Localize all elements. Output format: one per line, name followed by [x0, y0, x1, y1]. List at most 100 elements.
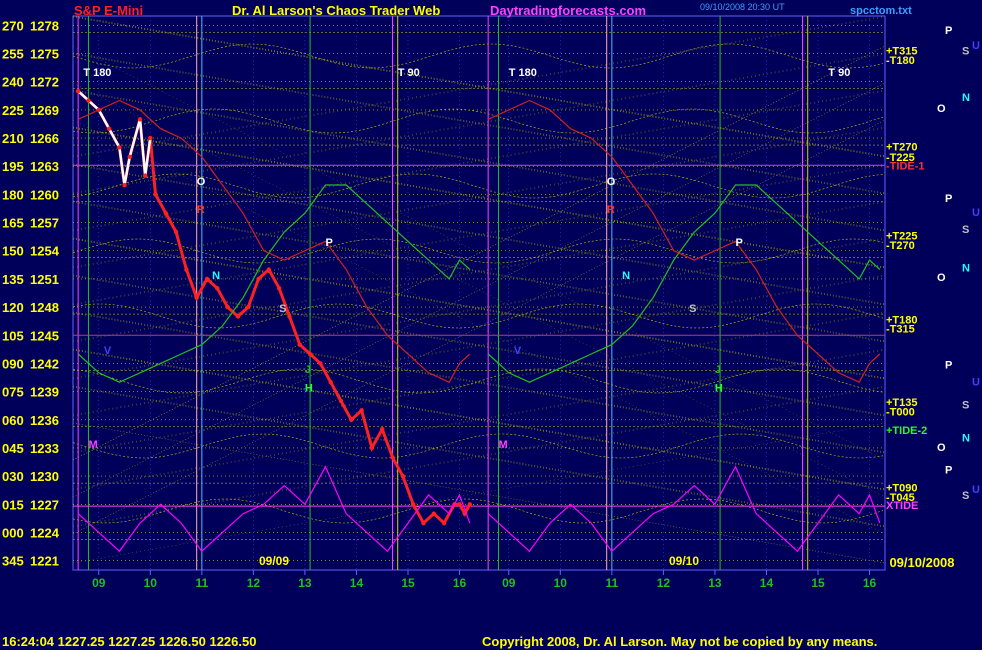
price-point [106, 126, 112, 131]
fan-line [72, 200, 886, 342]
y-tick-price: 1254 [30, 244, 60, 259]
price-point [390, 455, 395, 460]
price-point [194, 295, 199, 300]
date-label: 09/10/2008 [889, 555, 954, 570]
x-tick-label: 14 [760, 576, 774, 590]
price-point [246, 304, 251, 310]
level-label: -T225 [886, 152, 915, 164]
price-point [410, 502, 416, 507]
inline-mark-R: R [607, 204, 615, 216]
y-tick-price: 1275 [30, 47, 59, 62]
fan-line [72, 386, 886, 528]
price-point [235, 314, 241, 319]
planet-glyph-U: U [972, 484, 980, 496]
price-point [184, 267, 189, 272]
x-tick-label: 15 [401, 576, 415, 590]
level-label: -T270 [886, 240, 915, 252]
y-tick-angle: 225 [2, 103, 24, 118]
y-tick-price: 1248 [30, 300, 59, 315]
inline-mark-P: P [736, 237, 743, 249]
price-point [349, 417, 354, 422]
planet-glyph-S: S [962, 400, 969, 412]
fan-line [72, 201, 886, 343]
fan-line [72, 275, 886, 417]
fan-line [72, 349, 886, 491]
y-tick-angle: 195 [2, 159, 24, 174]
y-tick-price: 1233 [30, 441, 59, 456]
fan-line [72, 89, 886, 231]
price-point [127, 154, 132, 160]
time-lines-layer [73, 16, 885, 570]
planet-glyph-P: P [945, 25, 952, 37]
fan-line [72, 119, 886, 535]
price-point [467, 502, 473, 507]
price-point [173, 229, 179, 235]
price-point [225, 304, 230, 310]
level-label: -TIDE-1 [886, 160, 925, 172]
x-tick-label: 16 [453, 576, 467, 590]
level-label: +T180 [886, 314, 918, 326]
y-tick-price: 1239 [30, 385, 59, 400]
x-tick-label: 11 [196, 576, 209, 590]
planet-glyph-N: N [962, 92, 970, 104]
day-label: 09/10 [669, 554, 699, 568]
y-tick-angle: 075 [2, 385, 24, 400]
inline-mark-J: J [715, 364, 721, 376]
y-axis: 270 1278 255 1275 240 1272 225 1269 210 1266 195 12… [2, 18, 60, 568]
top-marker: T 90 [828, 67, 850, 79]
y-tick-price: 1245 [30, 328, 59, 343]
inline-mark-O: O [607, 176, 616, 188]
planet-glyph-P: P [945, 465, 952, 477]
fan-line [72, 348, 886, 490]
planet-glyph-U: U [972, 207, 980, 219]
y-tick-angle: 105 [2, 328, 24, 343]
price-point [359, 408, 364, 413]
inline-mark-O: O [197, 176, 206, 188]
price-point [307, 351, 313, 357]
price-point [148, 135, 153, 141]
x-tick-label: 12 [247, 576, 261, 590]
level-label: -T000 [886, 406, 915, 418]
inline-mark-J: J [305, 364, 311, 376]
fan-line [72, 163, 886, 305]
x-tick-label: 11 [606, 576, 619, 590]
fan-line [72, 16, 886, 158]
y-tick-angle: 180 [2, 187, 24, 202]
price-point [117, 145, 122, 150]
inline-mark-V: V [104, 345, 112, 357]
fan-lines-layer [72, 15, 886, 564]
level-label: XTIDE [886, 500, 918, 512]
fan-line [72, 52, 886, 194]
inline-mark-R: R [197, 204, 205, 216]
y-tick-angle: 060 [2, 413, 24, 428]
y-tick-angle: 270 [2, 18, 24, 33]
marks-layer: T 180 T 90 T 180 T 90 O P N S H R J M V O P N S H R J M V [83, 67, 850, 451]
x-tick-label: 12 [657, 576, 671, 590]
inline-mark-S: S [279, 303, 286, 315]
price-point [297, 342, 302, 347]
price-point [137, 117, 143, 122]
copyright: Copyright 2008, Dr. Al Larson. May not b… [482, 634, 878, 649]
site-link[interactable]: Daytradingforecasts.com [490, 3, 647, 18]
planet-glyph-P: P [945, 359, 952, 371]
y-tick-angle: 015 [2, 497, 24, 512]
fan-line [72, 274, 886, 416]
price-point [266, 267, 272, 272]
fan-line [72, 126, 886, 268]
inline-mark-H: H [305, 383, 313, 395]
level-label: +T135 [886, 397, 918, 409]
x-tick-label: 10 [144, 576, 158, 590]
fan-line [72, 237, 886, 379]
price-point [86, 98, 91, 103]
price-point [287, 314, 292, 319]
price-point [163, 210, 168, 216]
level-label: +T090 [886, 482, 918, 494]
y-tick-price: 1242 [30, 356, 59, 371]
price-point [421, 520, 426, 526]
y-tick-angle: 345 [2, 554, 24, 569]
y-tick-angle: 240 [2, 75, 24, 90]
price-point [318, 361, 323, 366]
planet-glyph-S: S [962, 46, 969, 58]
timestamp: 09/10/2008 20:30 UT [700, 2, 785, 12]
